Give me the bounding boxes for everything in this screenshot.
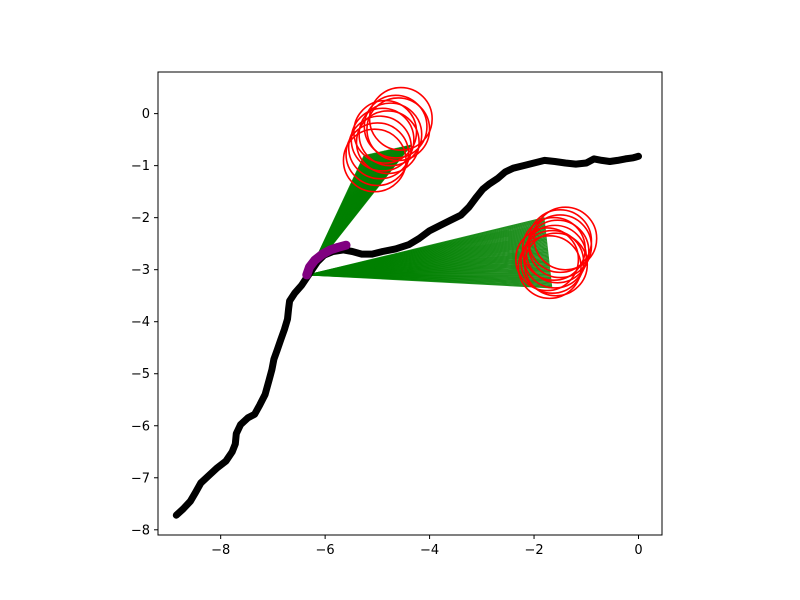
lower-cone	[308, 217, 553, 289]
target-circle	[363, 94, 428, 159]
plot-area	[172, 86, 642, 519]
x-tick-label: −8	[211, 543, 230, 558]
target-circle	[514, 227, 580, 292]
x-tick-label: −4	[420, 543, 439, 558]
y-tick-label: −2	[131, 211, 150, 226]
target-circle	[358, 102, 423, 167]
x-tick-label: −2	[524, 543, 543, 558]
y-tick-label: −5	[131, 367, 150, 382]
target-circle	[342, 128, 407, 193]
target-circle	[528, 208, 593, 274]
y-tick-label: 0	[142, 107, 150, 122]
cone-ray	[308, 274, 553, 289]
x-tick-label: 0	[634, 543, 642, 558]
x-axis: −8 −6 −4 −2 0	[211, 535, 643, 558]
target-circle	[368, 86, 433, 151]
target-circle	[525, 219, 590, 284]
y-tick-label: −1	[131, 159, 150, 174]
y-tick-label: −7	[131, 471, 150, 486]
y-tick-label: −6	[131, 419, 150, 434]
target-circle	[353, 99, 418, 164]
y-tick-label: −3	[131, 263, 150, 278]
highlight-segment	[302, 240, 351, 280]
upper-circles	[342, 86, 433, 193]
target-circle	[355, 110, 420, 175]
x-tick-label: −6	[316, 543, 335, 558]
target-circle	[345, 122, 410, 187]
target-circle	[533, 206, 598, 271]
y-tick-label: −4	[131, 315, 150, 330]
target-circle	[517, 234, 582, 300]
y-axis: 0 −1 −2 −3 −4 −5 −6 −7 −8	[131, 107, 158, 538]
axes-frame	[157, 71, 663, 536]
target-circle	[523, 232, 589, 297]
y-tick-label: −8	[131, 523, 150, 538]
target-circle	[521, 216, 586, 281]
lower-circles	[514, 206, 598, 300]
target-circle	[347, 115, 413, 180]
